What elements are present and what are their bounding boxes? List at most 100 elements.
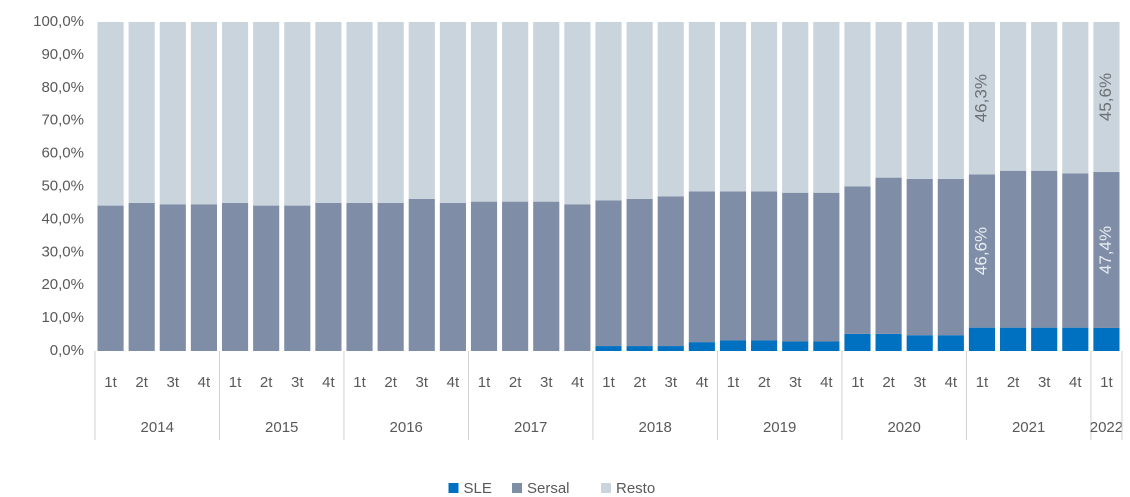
bar-segment: [751, 340, 778, 351]
x-tick-label: 2t: [135, 374, 148, 391]
bar-segment: [719, 22, 747, 192]
bar-segment: [533, 201, 560, 351]
bar-segment: [1031, 22, 1058, 171]
x-tick-label: 2t: [633, 374, 646, 391]
bar-segment: [626, 346, 653, 351]
y-tick-label: 90,0%: [41, 46, 84, 63]
bar-segment: [937, 22, 964, 179]
bar-segment: [221, 202, 249, 351]
x-tick-label: 2t: [509, 374, 522, 391]
x-tick-label: 2t: [384, 374, 397, 391]
bar-segment: [408, 22, 435, 200]
x-tick-label: 4t: [447, 374, 460, 391]
y-tick-label: 20,0%: [41, 276, 84, 293]
y-tick-label: 10,0%: [41, 309, 84, 326]
bar-segment: [346, 202, 373, 351]
legend-swatch: [448, 483, 459, 493]
bar-segment: [377, 202, 404, 351]
bar-segment: [502, 22, 529, 202]
bar-segment: [875, 177, 902, 334]
y-tick-label: 100,0%: [33, 13, 84, 30]
y-tick-label: 30,0%: [41, 243, 84, 260]
bar-segment: [533, 22, 560, 202]
bar-segment: [190, 22, 217, 205]
bar-segment: [159, 204, 186, 351]
x-tick-label: 4t: [322, 374, 335, 391]
bar-segment: [1062, 327, 1089, 351]
x-tick-label: 1t: [602, 374, 615, 391]
y-tick-label: 50,0%: [41, 177, 84, 194]
y-tick-label: 60,0%: [41, 145, 84, 162]
bar-segment: [875, 22, 902, 178]
bar-segment: [470, 201, 498, 351]
bar-segment: [1093, 327, 1120, 351]
x-tick-label: 1t: [104, 374, 117, 391]
x-tick-label: 2t: [1007, 374, 1020, 391]
bar-segment: [190, 204, 217, 351]
bar-segment: [470, 22, 498, 202]
bar-segment: [782, 22, 809, 193]
x-tick-label: 1t: [353, 374, 366, 391]
bar-segment: [813, 22, 840, 193]
bar-segment: [968, 327, 996, 351]
bar-segment: [1031, 170, 1058, 328]
bar-segment: [159, 22, 186, 205]
legend-swatch: [512, 483, 522, 493]
bar-segment: [128, 22, 155, 203]
x-tick-label: 3t: [1038, 374, 1051, 391]
bar-segment: [1031, 327, 1058, 351]
bar-segment: [844, 186, 871, 334]
bar-segment: [782, 341, 809, 351]
bar-segment: [1000, 22, 1027, 171]
bar-segment: [626, 22, 653, 200]
x-tick-label: 2t: [260, 374, 273, 391]
bar-segment: [657, 346, 684, 351]
bar-segment: [657, 196, 684, 347]
bar-segment: [875, 333, 902, 351]
bar-segment: [564, 204, 591, 351]
bar-segment: [1062, 173, 1089, 328]
bar-segment: [595, 346, 622, 351]
bar-segment: [1093, 22, 1120, 173]
group-label: 2017: [514, 419, 547, 436]
bar-segment: [439, 22, 466, 203]
bar-segment: [813, 192, 840, 342]
bar-segment: [937, 335, 964, 351]
x-tick-label: 3t: [913, 374, 926, 391]
x-tick-label: 4t: [820, 374, 833, 391]
bar-segment: [1062, 22, 1089, 174]
x-tick-label: 4t: [1069, 374, 1082, 391]
x-tick-label: 4t: [571, 374, 584, 391]
x-tick-label: 1t: [727, 374, 740, 391]
bar-segment: [408, 199, 435, 351]
bar-segment: [284, 22, 311, 206]
legend-label: Sersal: [527, 480, 570, 497]
bar-segment: [813, 341, 840, 351]
y-tick-label: 70,0%: [41, 112, 84, 129]
bar-segment: [968, 174, 996, 328]
bar-segment: [719, 340, 747, 351]
data-label: 47,4%: [1096, 226, 1115, 274]
bar-segment: [719, 191, 747, 341]
bar-segment: [751, 22, 778, 192]
x-tick-label: 1t: [976, 374, 989, 391]
group-label: 2018: [638, 419, 671, 436]
x-tick-label: 3t: [167, 374, 180, 391]
bar-segment: [315, 202, 342, 351]
bar-segment: [1000, 327, 1027, 351]
bar-segment: [906, 178, 933, 336]
bar-segment: [502, 201, 529, 351]
data-label: 45,6%: [1096, 73, 1115, 121]
legend-label: Resto: [616, 480, 655, 497]
data-label: 46,3%: [971, 74, 990, 122]
bar-segment: [439, 202, 466, 351]
bar-segment: [844, 333, 871, 351]
bar-segment: [782, 192, 809, 342]
x-tick-label: 3t: [291, 374, 304, 391]
bar-segment: [128, 202, 155, 351]
bar-segment: [968, 22, 996, 175]
bar-segment: [906, 22, 933, 179]
bar-segment: [564, 22, 591, 205]
x-tick-label: 1t: [851, 374, 864, 391]
